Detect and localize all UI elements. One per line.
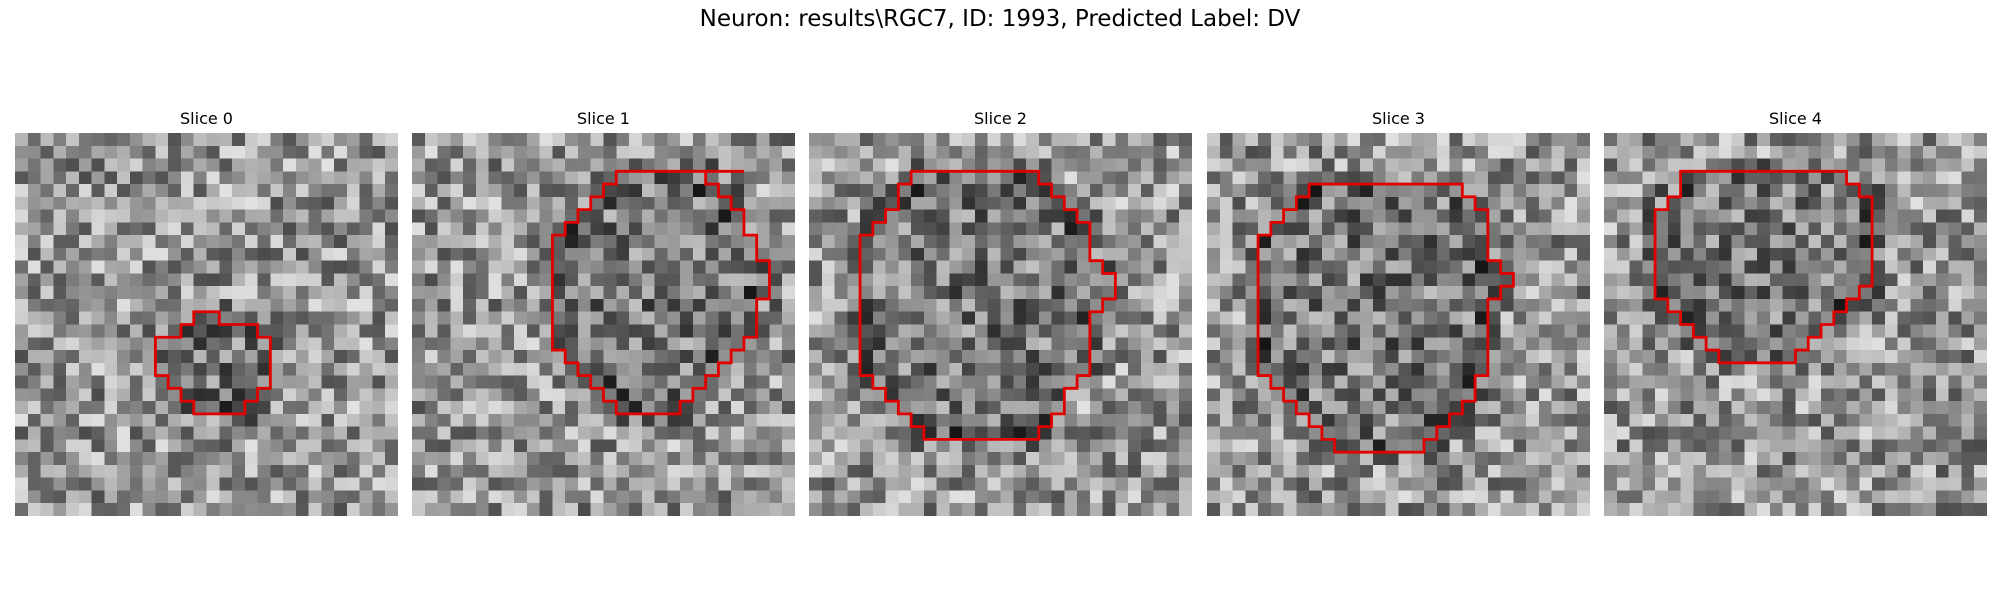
slice-contour-0	[154, 310, 272, 416]
slice-contour-2	[858, 169, 1117, 441]
slice-panel-4: Slice 4	[1604, 108, 1987, 516]
slice-panel-3: Slice 3	[1207, 108, 1590, 516]
slice-title-1: Slice 1	[577, 109, 630, 128]
slice-contour-3	[1256, 182, 1515, 454]
slice-panel-0: Slice 0	[15, 108, 398, 516]
slice-title-0: Slice 0	[180, 109, 233, 128]
slice-title-3: Slice 3	[1372, 109, 1425, 128]
slice-image-0	[15, 133, 398, 516]
figure-title: Neuron: results\RGC7, ID: 1993, Predicte…	[699, 6, 1301, 32]
slice-contour-4	[1653, 169, 1874, 365]
slice-panel-1: Slice 1	[412, 108, 795, 516]
slice-title-4: Slice 4	[1769, 109, 1822, 128]
slice-contour-1	[551, 169, 771, 416]
slice-image-2	[809, 133, 1192, 516]
slice-title-2: Slice 2	[974, 109, 1027, 128]
slice-panel-2: Slice 2	[809, 108, 1192, 516]
